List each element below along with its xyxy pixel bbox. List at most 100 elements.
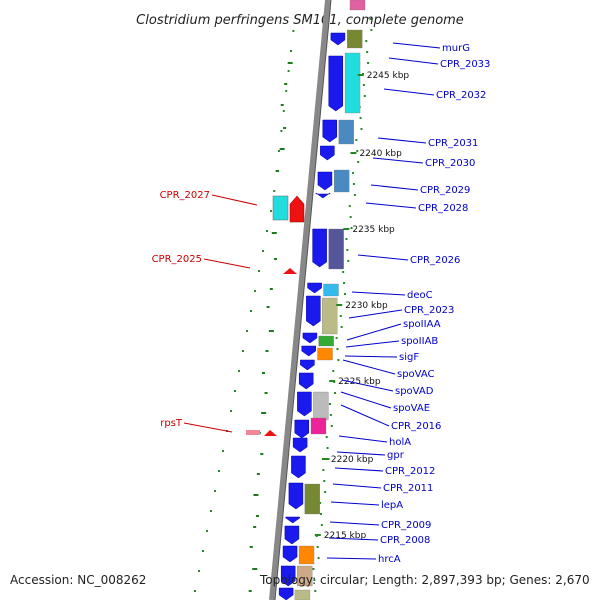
gc-dot: [320, 524, 323, 526]
gc-dot: [198, 570, 200, 572]
gc-dot: [353, 194, 356, 196]
gene-label-leader: [334, 467, 384, 472]
gene-box: [344, 52, 361, 114]
gc-dot: [280, 104, 284, 106]
gene-label: CPR_2033: [440, 59, 490, 70]
gene-arrow: [317, 171, 333, 191]
gene-label-leader: [336, 451, 386, 456]
gc-dot: [285, 90, 288, 92]
gc-dot: [253, 494, 259, 496]
gc-dot: [322, 469, 325, 471]
gc-dot: [262, 250, 264, 252]
gene-features: [278, 0, 366, 600]
gene-label: CPR_2027: [160, 190, 210, 201]
gc-dot: [343, 293, 346, 295]
gc-dot: [222, 450, 224, 452]
gc-dot: [260, 453, 264, 455]
gc-dot: [271, 232, 277, 234]
gc-dot: [332, 370, 335, 372]
gene-label-leader: [330, 501, 380, 506]
gene-label: CPR_2025: [152, 254, 202, 265]
gene-label-leader: [388, 57, 439, 65]
gene-label: lepA: [381, 500, 403, 511]
gene-arrow: [330, 32, 346, 46]
gc-dot: [325, 436, 328, 438]
gene-label-leader: [348, 309, 403, 319]
gc-dot: [278, 150, 280, 152]
gene-box: [349, 0, 366, 11]
gene-label: CPR_2030: [425, 158, 475, 169]
gc-dot: [319, 513, 322, 515]
gc-dot: [270, 210, 272, 212]
gene-label-leader: [340, 404, 390, 427]
gene-arrow: [322, 119, 338, 143]
gene-box: [317, 347, 333, 361]
gc-dot: [265, 350, 269, 352]
gc-dot: [348, 205, 351, 207]
gc-dot: [329, 414, 332, 416]
gene-label-leader: [340, 391, 392, 409]
gc-dot: [283, 127, 287, 129]
gc-dot: [292, 30, 295, 32]
gc-dot: [335, 337, 338, 339]
gene-box: [298, 545, 315, 565]
gene-box: [313, 391, 329, 421]
gc-dot: [352, 172, 355, 174]
gene-arrow: [320, 145, 335, 161]
genome-backbone-edge: [274, 0, 332, 600]
gene-arrow: [291, 455, 306, 479]
gene-arrow: [307, 282, 322, 294]
gc-dot: [282, 110, 285, 112]
gc-dot: [330, 425, 333, 427]
gene-label: CPR_2009: [381, 520, 431, 531]
gc-dot: [337, 359, 340, 361]
gc-dot: [342, 271, 345, 273]
gc-dot: [362, 84, 365, 86]
gene-box: [304, 483, 320, 515]
gc-dot: [230, 410, 232, 412]
gene-box: [294, 589, 311, 600]
gc-dot: [326, 447, 329, 449]
gene-label: spoIIAB: [401, 336, 438, 347]
gene-label: sigF: [399, 352, 419, 363]
gene-arrow: [285, 516, 300, 524]
gc-dot: [206, 530, 208, 532]
gc-dots-right: [312, 18, 373, 592]
gc-dot: [334, 392, 337, 394]
gene-arrow: [284, 525, 300, 545]
gene-label-leader: [345, 340, 400, 348]
gene-arrow: [292, 437, 308, 453]
gc-dot: [317, 557, 320, 559]
gc-dot: [366, 51, 369, 53]
gene-label: CPR_2029: [420, 185, 470, 196]
gene-box: [272, 195, 289, 221]
accession-label: Accession: NC_008262: [10, 573, 147, 587]
gene-label: CPR_2032: [436, 90, 486, 101]
gene-arrow: [298, 372, 314, 390]
gc-dot: [316, 546, 319, 548]
gene-label-leader: [365, 202, 417, 209]
gene-label-leader: [351, 291, 406, 296]
gene-box: [328, 228, 344, 270]
gc-dot: [313, 579, 316, 581]
genome-backbone: [269, 0, 331, 600]
gc-dot: [238, 370, 240, 372]
gene-arrow: [302, 332, 318, 344]
gene-label-leader: [377, 137, 427, 144]
gene-label-leader: [346, 323, 402, 341]
gc-dot: [269, 288, 273, 290]
topology-label: Topology: circular; Length: 2,897,393 bp…: [260, 573, 590, 587]
gene-label-leader: [332, 483, 382, 489]
gene-box: [318, 335, 334, 347]
gc-dot: [266, 230, 268, 232]
gene-box: [333, 169, 350, 193]
scale-label: 2230 kbp: [345, 301, 388, 311]
gc-dot: [349, 216, 352, 218]
gc-dot: [202, 550, 204, 552]
gene-box: [323, 283, 339, 297]
gene-box: [347, 29, 363, 49]
gc-dot: [234, 390, 236, 392]
gene-label: CPR_2031: [428, 138, 478, 149]
gc-dot: [256, 473, 260, 475]
